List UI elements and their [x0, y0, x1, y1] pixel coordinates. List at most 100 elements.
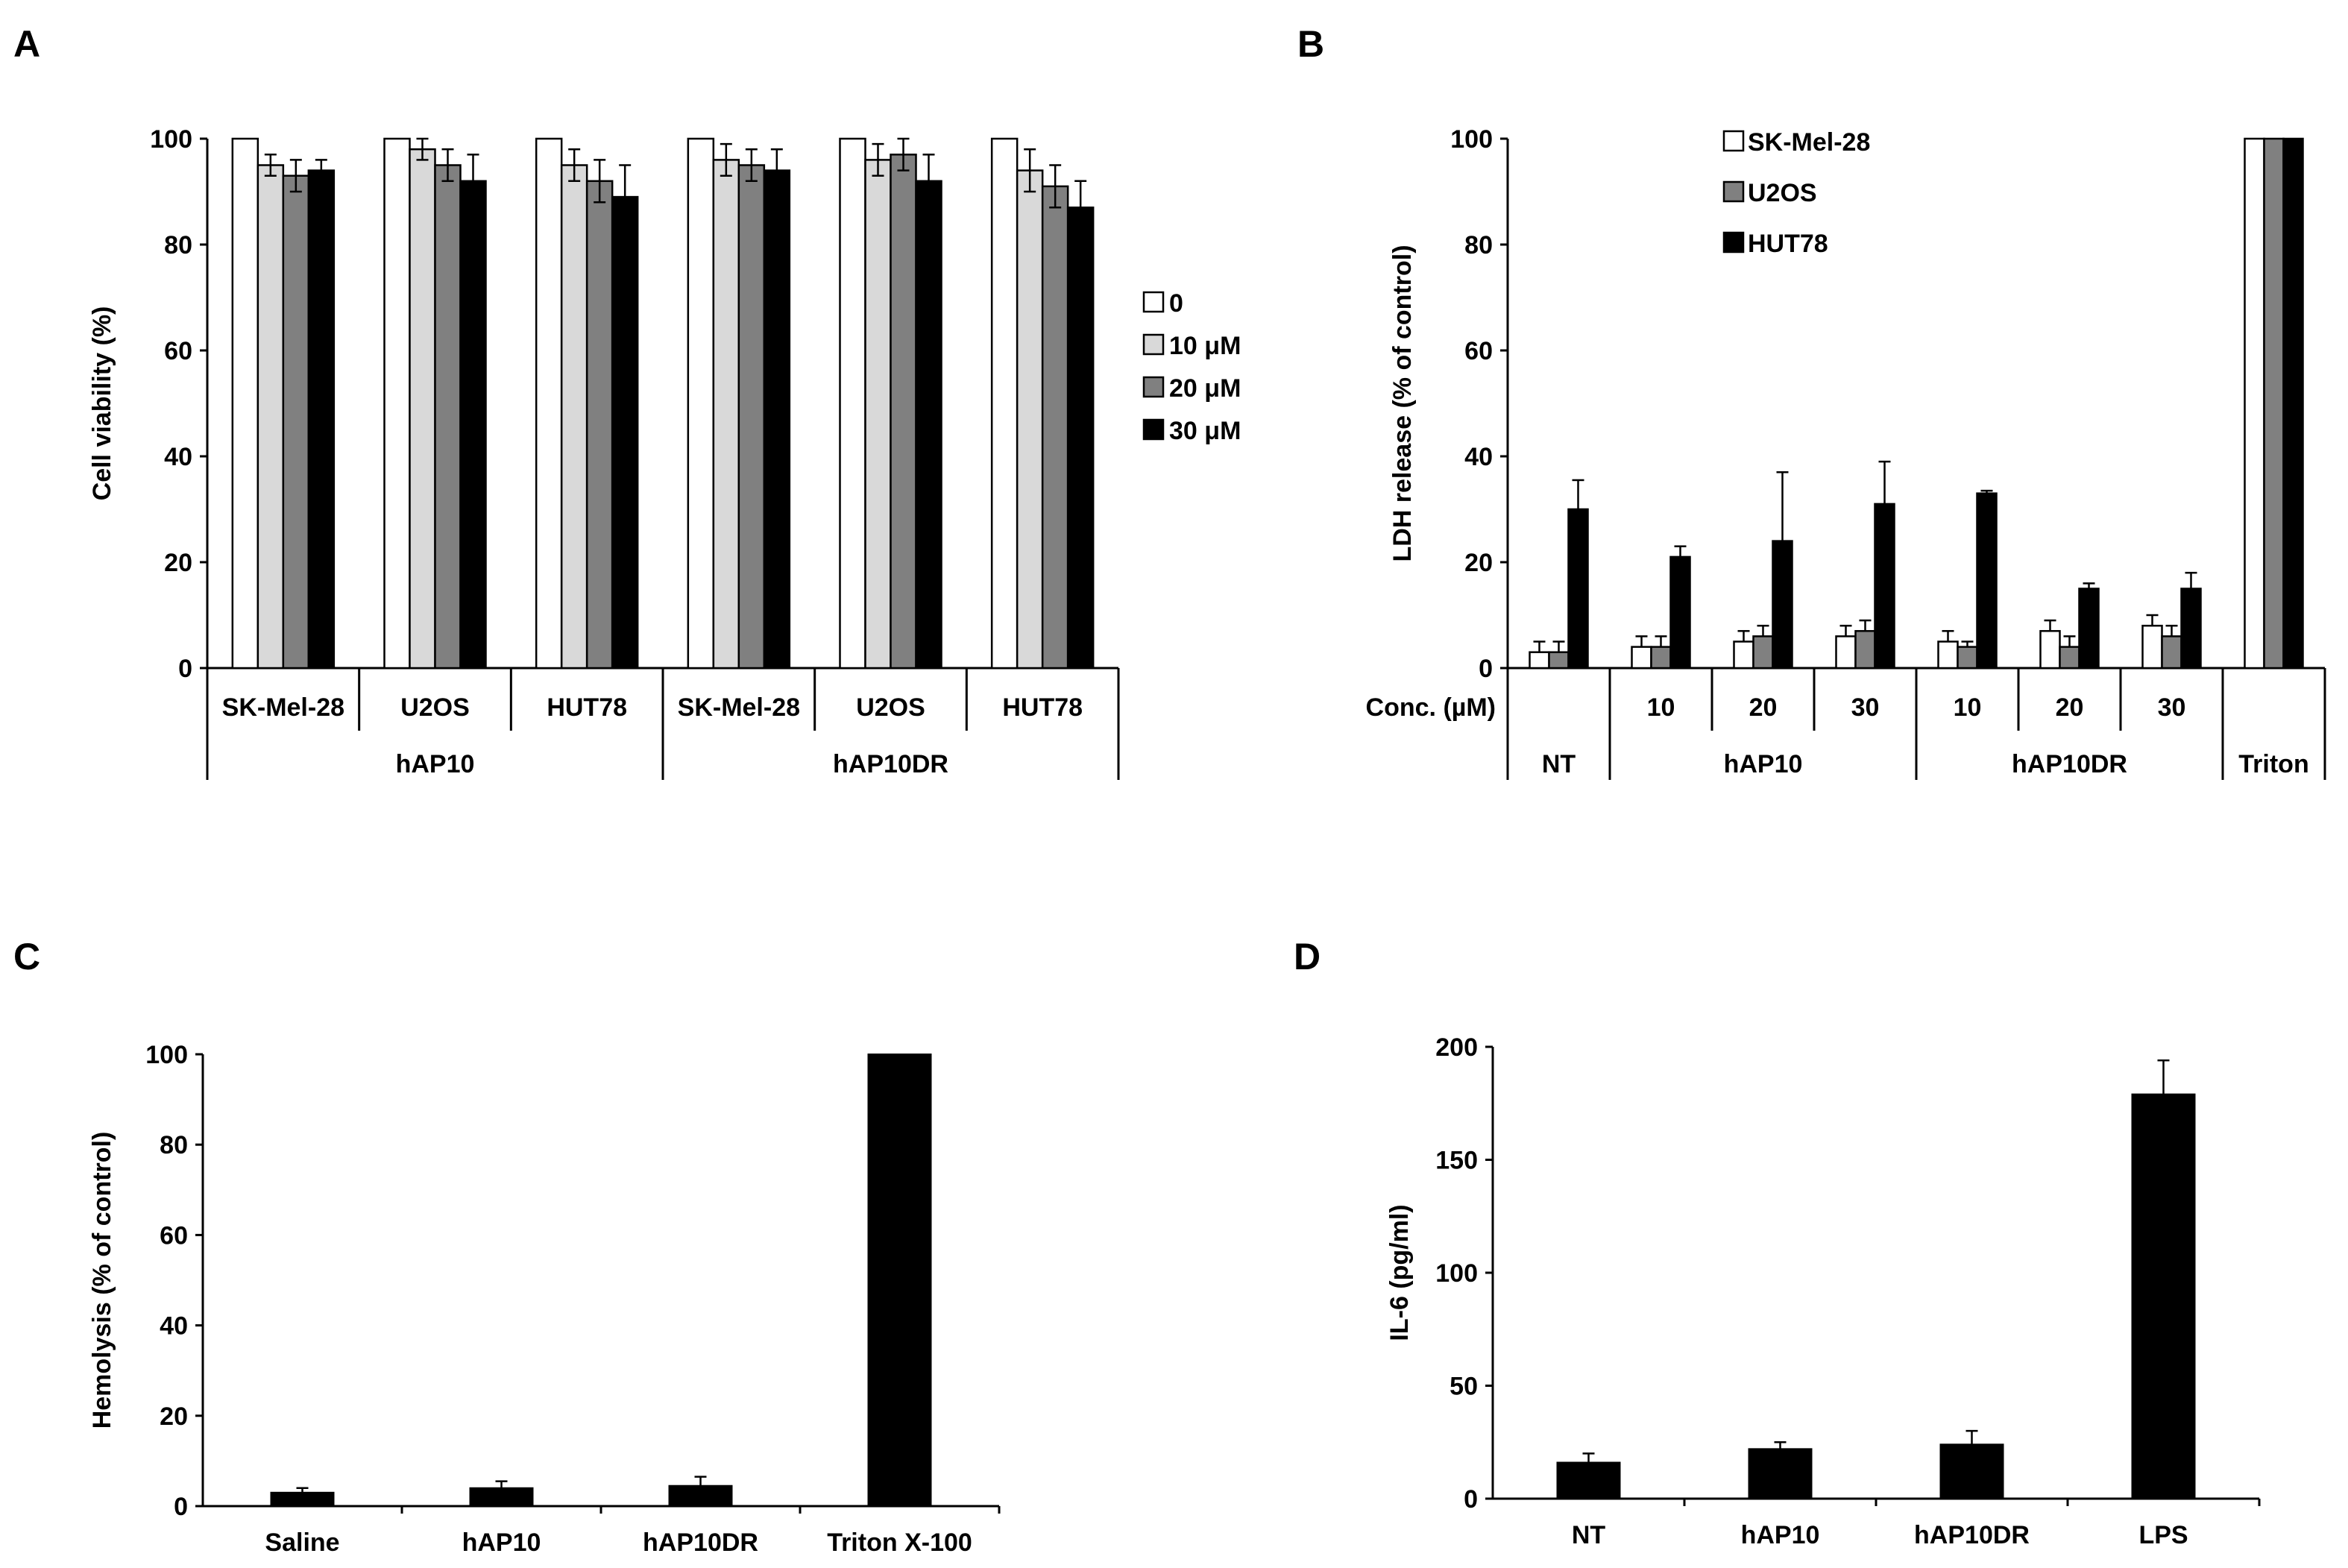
y-tick-label: 40 [160, 1312, 188, 1341]
legend-swatch [1142, 333, 1165, 356]
error-bar-up [1049, 164, 1062, 186]
category-label: HUT78 [1002, 693, 1083, 722]
error-bar-down [1074, 207, 1087, 236]
concentration-label: 20 [1749, 693, 1778, 722]
error-bar-down [568, 165, 581, 183]
error-bar-down [264, 165, 277, 177]
error-bar [1980, 489, 1993, 494]
bar [1041, 185, 1069, 670]
y-tick-label: 0 [174, 1493, 188, 1521]
error-bar-up [289, 159, 302, 176]
bar [535, 137, 563, 670]
error-bar-down [441, 165, 454, 183]
y-tick-label: 150 [1435, 1147, 1478, 1175]
bar [1669, 555, 1691, 670]
bar [270, 1491, 335, 1507]
y-tick-label: 100 [150, 125, 192, 154]
error-bar-down [289, 175, 302, 193]
group-label: hAP10DR [833, 750, 948, 778]
panel-letter-b: B [1297, 23, 1324, 65]
chart-d: 0 50 100 150 200 IL-6 (pg/ml) NT hAP10 hAP10DR LP… [1385, 1033, 2261, 1549]
legend-label: HUT78 [1748, 230, 1828, 258]
error-bar-down [594, 180, 606, 204]
error-bar-up [416, 137, 429, 150]
bar [469, 1487, 534, 1508]
category-label: Triton X-100 [827, 1528, 972, 1557]
error-bar-up [897, 137, 910, 155]
error-bar [1674, 545, 1687, 557]
error-bar-down [872, 160, 884, 177]
bar [2078, 588, 2100, 670]
bar [2039, 630, 2061, 670]
y-tick-label: 60 [160, 1221, 188, 1250]
y-tick-label: 80 [164, 231, 192, 259]
category-label: Saline [265, 1528, 339, 1557]
bar [763, 169, 791, 670]
error-bar [2063, 635, 2076, 647]
panel-letter-c: C [13, 936, 40, 977]
error-bar [1582, 1452, 1595, 1463]
bar [383, 137, 411, 670]
chart-b: 0 20 40 60 80 100 LDH release (% of control) 10… [1366, 125, 2326, 780]
bar [1939, 1443, 2004, 1500]
error-bar-up [619, 164, 632, 198]
bar [1748, 1448, 1813, 1499]
bar [712, 159, 740, 670]
bar [1733, 640, 1754, 670]
error-bar [2083, 582, 2095, 589]
bar [611, 195, 639, 670]
bar [737, 164, 766, 670]
bar [839, 137, 866, 670]
error-bar-up [568, 148, 581, 166]
bar [2059, 646, 2080, 670]
bar [307, 169, 336, 670]
group-label: NT [1542, 750, 1576, 778]
error-bar-up [872, 142, 884, 160]
bar [256, 164, 285, 670]
error-bar-up [720, 142, 732, 160]
bar [1772, 540, 1793, 670]
group-label: Triton [2238, 750, 2308, 778]
error-bar [2185, 571, 2197, 589]
category-label: U2OS [856, 693, 925, 722]
y-tick-label: 60 [164, 337, 192, 365]
error-bar [1839, 624, 1852, 637]
error-bar [1776, 471, 1789, 541]
y-tick-label: 80 [1464, 231, 1493, 259]
error-bar [1774, 1441, 1787, 1449]
y-tick-label: 100 [1435, 1259, 1478, 1288]
y-axis-label: Cell viability (%) [88, 306, 116, 501]
concentration-label: 30 [1851, 693, 1880, 722]
bar [1835, 635, 1857, 670]
category-label: U2OS [400, 693, 470, 722]
bar [1556, 1461, 1621, 1500]
category-label: NT [1572, 1521, 1606, 1549]
error-bar-down [922, 180, 935, 209]
error-bar-up [441, 148, 454, 166]
error-bar-down [720, 160, 732, 177]
error-bar [1859, 619, 1872, 632]
concentration-label: 30 [2158, 693, 2186, 722]
legend-swatch [1722, 231, 1745, 254]
legend-swatch [1722, 180, 1745, 203]
concentration-label: 10 [1647, 693, 1675, 722]
error-bar [296, 1487, 309, 1493]
error-bar-down [1049, 186, 1062, 209]
category-label: hAP10DR [643, 1528, 758, 1557]
bar [1854, 630, 1876, 670]
error-bar [694, 1476, 707, 1486]
error-bar-up [594, 159, 606, 181]
bar [890, 154, 917, 670]
error-bar-up [770, 148, 783, 171]
legend-swatch [1722, 130, 1745, 152]
error-bar [2157, 1059, 2170, 1095]
error-bar [1942, 630, 1954, 642]
panel-letter-a: A [13, 23, 40, 65]
bar [2180, 588, 2202, 670]
error-bar-down [467, 180, 479, 209]
category-label: SK-Mel-28 [678, 693, 800, 722]
legend-swatch [1142, 418, 1165, 441]
bar [1529, 651, 1550, 670]
error-bar [495, 1480, 508, 1488]
error-bar [1533, 640, 1546, 652]
